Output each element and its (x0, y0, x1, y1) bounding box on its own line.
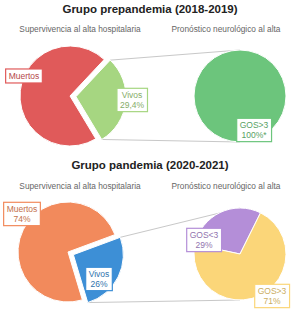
chart-title: Pronóstico neurológico al alta (172, 24, 281, 34)
value-label: 29% (195, 240, 212, 250)
group-heading: Grupo pandemia (2020-2021) (71, 159, 228, 171)
data-label: Muertos74% (4, 202, 41, 225)
figure: Grupo prepandemia (2018-2019) Grupo pande… (0, 0, 300, 324)
data-label: Vivos29,4% (117, 88, 148, 111)
pie (20, 46, 126, 146)
label-box (117, 88, 148, 111)
data-label: GOS>371% (255, 284, 290, 307)
label-box (6, 69, 43, 83)
label-text: GOS<329% (190, 230, 219, 249)
label-box (255, 284, 290, 307)
data-label: GOS>3100%* (237, 118, 272, 141)
value-label: 74% (13, 214, 30, 224)
link-line (88, 300, 240, 303)
label-box (4, 202, 41, 225)
label-text: Muertos (9, 71, 40, 81)
link-line (102, 139, 240, 142)
pie (194, 50, 286, 142)
label-text: Muertos74% (7, 204, 38, 223)
value-label: 100%* (241, 130, 267, 140)
label-text: GOS>3100%* (240, 120, 269, 139)
data-label: GOS<329% (187, 228, 222, 251)
chart-title: Supervivencia al alta hospitalaria (19, 181, 141, 191)
label-text: Vivos29,4% (120, 90, 145, 109)
label-box (187, 228, 222, 251)
pie-slice (73, 237, 123, 302)
value-label: 71% (263, 296, 280, 306)
label-text: Vivos26% (89, 269, 110, 288)
label-box (86, 267, 113, 290)
pie-slice (194, 213, 286, 300)
chart-title: Pronóstico neurológico al alta (172, 181, 281, 191)
group-heading: Grupo prepandemia (2018-2019) (62, 3, 237, 15)
category-label: Muertos (9, 71, 40, 81)
label-text: GOS>371% (258, 286, 287, 305)
value-label: 29,4% (120, 100, 145, 110)
label-box (237, 118, 272, 141)
data-label: Muertos (6, 69, 43, 83)
pie (194, 208, 286, 300)
pie-slice (194, 50, 286, 142)
chart-title: Supervivencia al alta hospitalaria (19, 24, 141, 34)
data-label: Vivos26% (86, 267, 113, 290)
value-label: 26% (90, 279, 107, 289)
